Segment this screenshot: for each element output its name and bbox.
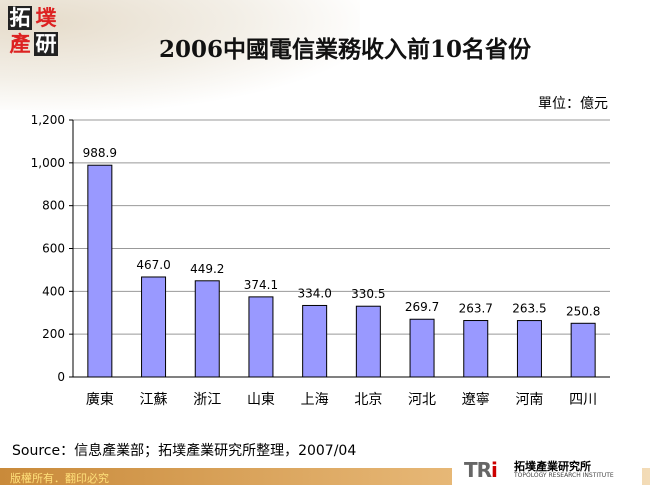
x-tick-label: 遼寧 xyxy=(462,391,490,408)
bar xyxy=(248,296,274,378)
bar xyxy=(355,305,381,378)
y-tick-label: 1,000 xyxy=(31,156,65,170)
data-label: 269.7 xyxy=(405,300,439,314)
x-tick-label: 浙江 xyxy=(193,392,221,408)
x-tick-label: 上海 xyxy=(301,392,329,408)
bar xyxy=(516,320,542,378)
bar xyxy=(570,322,596,378)
bar xyxy=(141,276,167,378)
x-tick-label: 河北 xyxy=(408,392,436,408)
source-note: Source：信息產業部；拓墣產業研究所整理，2007/04 xyxy=(12,443,357,459)
logo: 拓墣 產研 xyxy=(8,6,58,56)
y-tick-label: 200 xyxy=(42,327,65,341)
data-label: 334.0 xyxy=(297,286,331,300)
y-tick-label: 0 xyxy=(57,370,65,384)
bar xyxy=(463,320,489,378)
brand-logo: TRi 拓墣產業研究所 TOPOLOGY RESEARCH INSTITUTE xyxy=(452,455,642,485)
data-label: 250.8 xyxy=(566,304,600,318)
x-tick-label: 北京 xyxy=(354,392,382,408)
x-tick-label: 山東 xyxy=(247,392,275,408)
x-tick-label: 江蘇 xyxy=(140,392,168,408)
bar xyxy=(87,164,113,378)
y-tick-label: 1,200 xyxy=(31,113,65,127)
y-tick-label: 600 xyxy=(42,242,65,256)
data-label: 374.1 xyxy=(244,278,278,292)
brand-english: TOPOLOGY RESEARCH INSTITUTE xyxy=(514,472,614,479)
x-tick-label: 河南 xyxy=(515,392,543,408)
data-label: 467.0 xyxy=(136,258,170,272)
bar xyxy=(194,280,220,378)
y-tick-label: 400 xyxy=(42,284,65,298)
bar xyxy=(409,318,435,378)
copyright: 版權所有．翻印必究 xyxy=(10,472,109,485)
x-tick-label: 廣東 xyxy=(86,391,114,408)
data-label: 449.2 xyxy=(190,262,224,276)
data-label: 988.9 xyxy=(83,146,117,160)
x-tick-label: 四川 xyxy=(569,392,597,408)
unit-label: 單位：億元 xyxy=(538,96,608,112)
data-label: 263.7 xyxy=(459,302,493,316)
y-tick-label: 800 xyxy=(42,199,65,213)
data-label: 263.5 xyxy=(512,302,546,316)
brand-name: 拓墣產業研究所 xyxy=(514,460,591,473)
data-label: 330.5 xyxy=(351,287,385,301)
page-title: 2006中國電信業務收入前10名省份 xyxy=(158,36,532,63)
header-background xyxy=(0,0,360,110)
bar xyxy=(302,304,328,378)
